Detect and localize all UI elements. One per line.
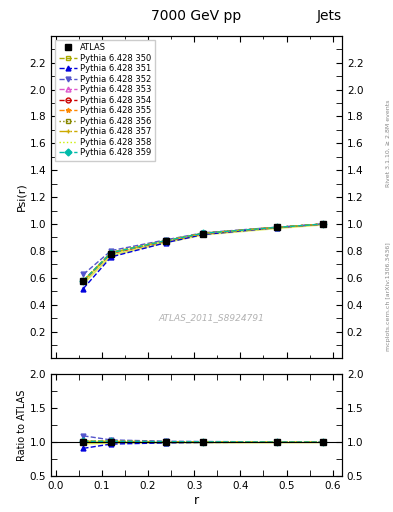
Legend: ATLAS, Pythia 6.428 350, Pythia 6.428 351, Pythia 6.428 352, Pythia 6.428 353, P: ATLAS, Pythia 6.428 350, Pythia 6.428 35… — [55, 40, 155, 161]
Text: Rivet 3.1.10, ≥ 2.8M events: Rivet 3.1.10, ≥ 2.8M events — [386, 100, 391, 187]
Text: mcplots.cern.ch [arXiv:1306.3436]: mcplots.cern.ch [arXiv:1306.3436] — [386, 243, 391, 351]
Y-axis label: Ratio to ATLAS: Ratio to ATLAS — [17, 389, 27, 461]
Text: 7000 GeV pp: 7000 GeV pp — [151, 9, 242, 23]
Text: Jets: Jets — [317, 9, 342, 23]
X-axis label: r: r — [194, 494, 199, 507]
Text: ATLAS_2011_S8924791: ATLAS_2011_S8924791 — [158, 313, 264, 322]
Y-axis label: Psi(r): Psi(r) — [17, 183, 27, 211]
